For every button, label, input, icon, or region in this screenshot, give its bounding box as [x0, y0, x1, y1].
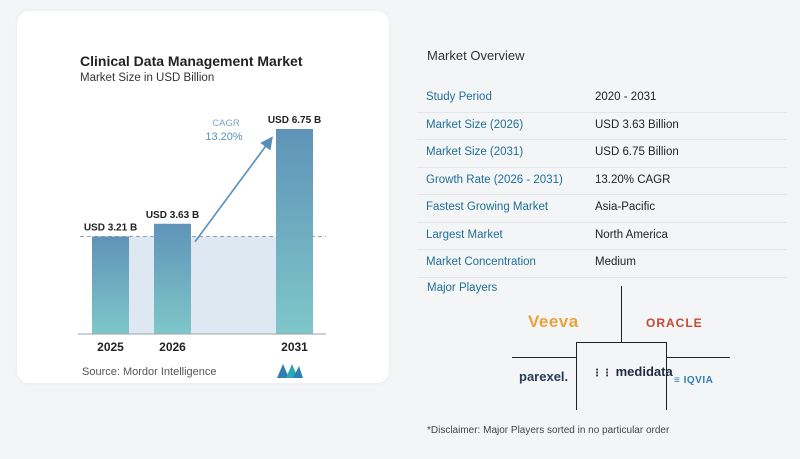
chart-subtitle: Market Size in USD Billion	[80, 72, 215, 84]
bar-value-label: USD 3.21 B	[84, 223, 137, 234]
row-value: Medium	[595, 256, 636, 268]
bar-2026	[154, 223, 191, 334]
disclaimer-text: *Disclaimer: Major Players sorted in no …	[427, 425, 670, 436]
divider	[666, 342, 667, 410]
cagr-label: CAGR	[212, 118, 240, 129]
row-value: North America	[595, 228, 668, 241]
mordor-logo-icon	[277, 364, 303, 378]
iqvia-label: IQVIA	[683, 375, 714, 386]
player-logo-medidata: ⋮⋮ medidata	[592, 364, 673, 379]
divider	[576, 342, 667, 343]
major-players-title: Major Players	[427, 282, 498, 294]
overview-row: Largest Market North America	[417, 223, 787, 250]
bar-2031	[276, 129, 313, 334]
bar-value-label: USD 3.63 B	[146, 210, 199, 221]
player-logo-oracle: ORACLE	[646, 316, 703, 330]
row-key: Largest Market	[426, 228, 503, 241]
x-tick-label: 2031	[281, 340, 308, 354]
x-tick-label: 2026	[159, 340, 186, 354]
divider	[666, 357, 730, 358]
row-value: Asia-Pacific	[595, 201, 656, 213]
cagr-value: 13.20%	[205, 131, 243, 143]
bar-value-label: USD 6.75 B	[268, 115, 321, 126]
player-logo-iqvia: ≡ IQVIA	[674, 375, 713, 386]
row-key: Market Size (2026)	[426, 118, 524, 131]
row-key: Study Period	[426, 91, 492, 103]
medidata-label: medidata	[615, 364, 673, 379]
overview-row: Fastest Growing Market Asia-Pacific	[417, 195, 787, 223]
row-value: USD 3.63 Billion	[595, 118, 679, 131]
divider	[621, 286, 622, 342]
player-logo-veeva: Veeva	[528, 312, 579, 331]
divider	[512, 357, 576, 358]
bar-2025	[92, 236, 129, 334]
overview-row: Market Size (2026) USD 3.63 Billion	[417, 113, 787, 140]
row-key: Fastest Growing Market	[426, 201, 549, 213]
overview-row: Study Period 2020 - 2031	[417, 85, 787, 113]
market-overview-title: Market Overview	[427, 48, 525, 63]
row-key: Growth Rate (2026 - 2031)	[426, 173, 563, 186]
divider	[576, 342, 577, 410]
row-value: 13.20% CAGR	[595, 173, 671, 186]
row-value: 2020 - 2031	[595, 91, 657, 103]
overview-row: Market Size (2031) USD 6.75 Billion	[417, 140, 787, 168]
overview-table: Study Period 2020 - 2031 Market Size (202…	[417, 85, 787, 278]
chart-title: Clinical Data Management Market	[80, 53, 303, 69]
medidata-dots-icon: ⋮⋮	[592, 368, 612, 379]
overview-row: Market Concentration Medium	[417, 250, 787, 278]
player-logo-parexel: parexel.	[519, 369, 569, 384]
cagr-arrow	[194, 136, 273, 243]
row-key: Market Size (2031)	[426, 146, 524, 158]
row-key: Market Concentration	[426, 256, 536, 268]
iqvia-mark-icon: ≡	[674, 375, 681, 386]
source-text: Source: Mordor Intelligence	[82, 366, 217, 378]
overview-row: Growth Rate (2026 - 2031) 13.20% CAGR	[417, 168, 787, 195]
x-tick-label: 2025	[97, 340, 124, 354]
row-value: USD 6.75 Billion	[595, 146, 679, 158]
